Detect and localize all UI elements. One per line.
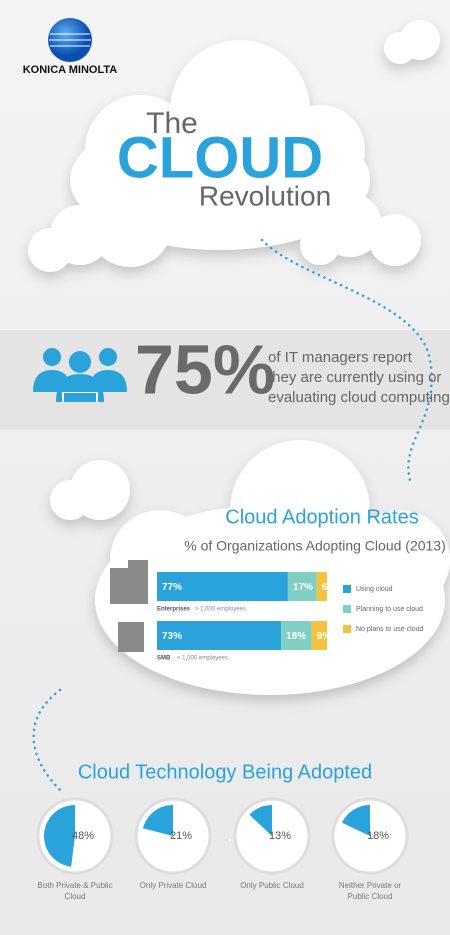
decoration [384,32,416,64]
bar-label: 77% [162,582,182,593]
pie-label: 21% [170,830,192,842]
bar-label: 18% [286,631,306,642]
stat-text: evaluating cloud computing [268,389,450,406]
pie-category: Only Public Cloud [240,881,304,890]
decoration [118,622,144,652]
decoration [275,105,365,195]
decoration [369,214,421,266]
legend-swatch [343,625,351,633]
bar-label: 17% [293,582,313,593]
pie-label: 18% [367,830,389,842]
stat-text: they are currently using or [268,369,441,386]
decoration [32,688,62,792]
pie-slice [249,805,272,836]
decoration [230,440,370,580]
legend-label: Using cloud [356,586,393,593]
decoration [32,238,433,792]
decoration [128,560,148,604]
chart-title: Cloud Adoption Rates [225,506,418,528]
legend-label: No plans to use cloud [356,626,423,633]
pie-slice [341,805,370,836]
category-note: < 1,000 employees [177,656,228,662]
title-main: CLOUD [117,125,323,190]
decoration [110,568,132,604]
decoration [170,40,310,180]
legend-swatch [343,585,351,593]
bar-label: 9% [317,631,332,642]
decoration [229,839,231,841]
pie-label: 48% [72,830,94,842]
bar-segment [281,621,312,650]
decoration [69,351,91,373]
category-label: Enterprises [157,607,191,613]
bar-segment [287,572,317,601]
bar-segment [157,572,288,601]
stat-figure: 75% [135,330,275,408]
pie-category: Neither Private or Public Cloud [338,881,402,901]
category-label: SMB [157,656,171,662]
logo-text: KONICA MINOLTA [23,64,118,76]
decoration [33,348,127,402]
decoration [110,560,148,652]
stat-text: of IT managers report [268,349,413,366]
bar-segment [311,621,327,650]
decoration [28,20,450,695]
title-line: The [146,107,198,140]
chart-title: Cloud Technology Being Adopted [78,761,372,783]
decoration [28,228,72,272]
decoration [260,238,433,482]
pie-category: Only Private Cloud [139,881,207,890]
decoration [43,348,61,366]
decoration [64,393,96,402]
pie-slice [142,805,173,836]
bar-label: 6% [322,582,337,593]
decoration [229,839,231,841]
legend-label: Planning to use cloud [356,606,423,613]
bar-label: 73% [162,631,182,642]
decoration [350,510,450,610]
decoration [50,480,90,520]
chart-subtitle: % of Organizations Adopting Cloud (2013) [184,538,446,554]
pie-label: 13% [269,830,291,842]
legend-swatch [343,605,351,613]
title-line: Revolution [199,180,331,211]
decoration [85,95,195,205]
decoration [99,348,117,366]
pie-slice [43,805,75,867]
category-note: > 1,000 employees [195,607,246,613]
decoration [49,33,91,47]
pie-category: Both Private & Public Cloud [37,881,113,901]
bar-segment [157,621,282,650]
bar-segment [316,572,327,601]
